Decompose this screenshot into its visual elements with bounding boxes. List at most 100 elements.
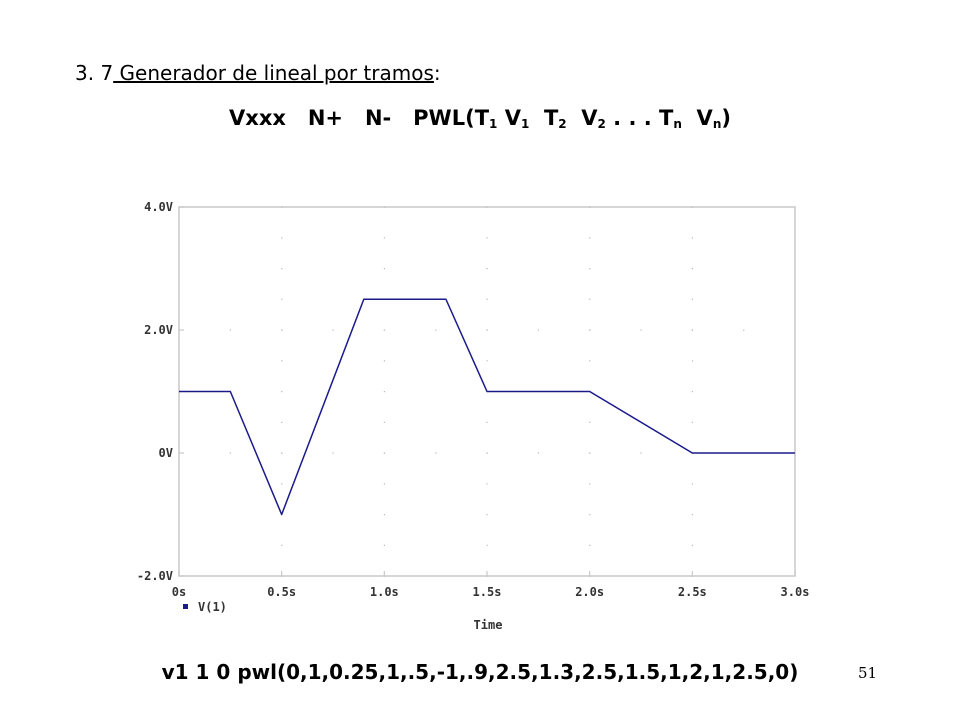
grid-dot	[486, 514, 488, 516]
legend-label: V(1)	[198, 600, 227, 614]
syntax-prefix: Vxxx N+ N- PWL(T	[229, 106, 490, 130]
grid-dot	[383, 452, 386, 454]
grid-dot	[383, 237, 386, 239]
series-layer	[179, 298, 795, 516]
grid-dot	[691, 298, 694, 300]
grid-dot	[383, 421, 386, 423]
grid-dot	[486, 575, 488, 577]
grid-dot	[691, 237, 694, 239]
grid-dot	[691, 206, 694, 208]
syntax-v2-label: V	[566, 106, 598, 130]
grid-dot	[435, 452, 437, 454]
grid-dot	[691, 514, 694, 516]
syntax-subscript-v2: 2	[597, 117, 606, 131]
grid-dot	[486, 298, 488, 300]
grid-dot	[486, 268, 488, 270]
grid-dot	[281, 391, 283, 393]
grid-dot	[383, 391, 386, 393]
grid-dot	[281, 544, 283, 546]
x-axis-label: Time	[474, 618, 503, 632]
grid-dot	[486, 329, 488, 331]
x-tick-label: 1.0s	[370, 585, 399, 599]
grid-dot	[486, 237, 488, 239]
grid-dot	[691, 360, 694, 362]
y-tick-label: 4.0V	[144, 200, 173, 214]
grid-dot	[589, 544, 591, 546]
legend-marker	[183, 604, 188, 609]
grid-dot	[691, 544, 694, 546]
syntax-subscript-tn: n	[673, 117, 682, 131]
y-tick-label: 2.0V	[144, 323, 173, 337]
grid-dot	[486, 360, 488, 362]
x-tick-label: 2.0s	[575, 585, 604, 599]
grid-dot	[281, 360, 283, 362]
grid-dot	[691, 268, 694, 270]
grid-dot	[589, 329, 591, 331]
grid-dot	[589, 514, 591, 516]
grid-dot	[383, 268, 386, 270]
grid-dot	[589, 298, 591, 300]
syntax-vn-label: V	[681, 106, 713, 130]
grid-dot	[486, 206, 488, 208]
grid-dot	[281, 237, 283, 239]
grid-dot	[589, 452, 591, 454]
grid-dot	[486, 452, 488, 454]
syntax-t2-label: T	[529, 106, 559, 130]
grid-dot	[383, 483, 386, 485]
grid-dot	[383, 544, 386, 546]
grid-dot	[589, 360, 591, 362]
x-tick-label: 0.5s	[267, 585, 296, 599]
grid-dot	[691, 483, 694, 485]
syntax-v-label: V	[497, 106, 521, 130]
x-tick-label: 3.0s	[781, 585, 810, 599]
grid-dot	[589, 268, 591, 270]
grid-dot	[281, 452, 283, 454]
page-number: 51	[858, 664, 878, 682]
pwl-syntax: Vxxx N+ N- PWL(T1 V1 T2 V2 . . . Tn Vn)	[0, 103, 960, 133]
grid-dot	[486, 483, 488, 485]
grid-dot	[229, 329, 232, 331]
grid-dot	[383, 514, 386, 516]
syntax-subscript-t2: 2	[558, 117, 567, 131]
spice-command: v1 1 0 pwl(0,1,0.25,1,.5,-1,.9,2.5,1.3,2…	[161, 660, 799, 684]
grid-dot	[589, 575, 591, 577]
section-heading: 3. 7 Generador de lineal por tramos:	[75, 60, 441, 86]
grid-dot	[281, 298, 283, 300]
x-tick-label: 2.5s	[678, 585, 707, 599]
grid-dot	[691, 329, 694, 331]
grid	[229, 206, 745, 577]
grid-dot	[281, 575, 283, 577]
grid-dot	[589, 483, 591, 485]
axis-ticks: 0s 0.5s 1.0s 1.5s 2.0s 2.5s 3.0s 4.0V 2.0V 0V -2.0…	[137, 200, 810, 599]
grid-dot	[589, 206, 591, 208]
syntax-subscript-v1: 1	[520, 117, 530, 131]
y-tick-label: 0V	[159, 446, 173, 460]
grid-dot	[486, 421, 488, 423]
series-line	[179, 298, 795, 516]
section-title: Generador de lineal por tramos	[113, 61, 434, 85]
grid-dot	[383, 329, 386, 331]
grid-dot	[281, 206, 283, 208]
syntax-dots: . . . T	[605, 106, 674, 130]
grid-dot	[486, 544, 488, 546]
section-number: 3. 7	[75, 61, 114, 85]
grid-dot	[743, 329, 745, 331]
grid-dot	[281, 483, 283, 485]
grid-dot	[589, 237, 591, 239]
grid-dot	[589, 421, 591, 423]
grid-dot	[640, 329, 642, 331]
x-tick-label: 0s	[172, 585, 186, 599]
syntax-subscript-vn: n	[712, 117, 722, 131]
grid-dot	[281, 329, 283, 331]
grid-dot	[537, 452, 540, 454]
x-tick-label: 1.5s	[473, 585, 502, 599]
grid-dot	[537, 329, 540, 331]
grid-dot	[383, 575, 386, 577]
syntax-suffix: )	[721, 106, 731, 130]
grid-dot	[691, 575, 694, 577]
section-colon: :	[433, 61, 441, 85]
grid-dot	[332, 329, 334, 331]
grid-dot	[383, 360, 386, 362]
grid-dot	[281, 421, 283, 423]
